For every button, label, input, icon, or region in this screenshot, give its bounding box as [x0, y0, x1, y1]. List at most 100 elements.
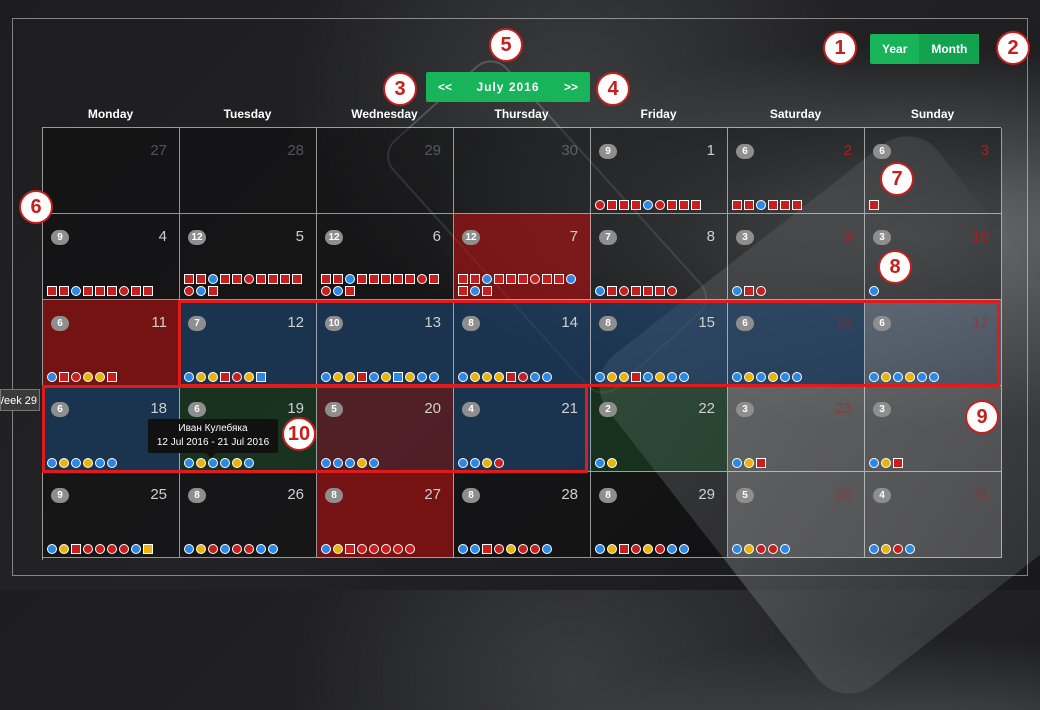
- event-dot[interactable]: [607, 544, 617, 554]
- event-square[interactable]: [357, 274, 367, 284]
- event-dot[interactable]: [357, 458, 367, 468]
- event-square[interactable]: [655, 286, 665, 296]
- event-dot[interactable]: [458, 458, 468, 468]
- event-dot[interactable]: [119, 544, 129, 554]
- event-dot[interactable]: [893, 372, 903, 382]
- event-dot[interactable]: [268, 544, 278, 554]
- day-cell[interactable]: 21 4: [454, 386, 591, 472]
- day-cell[interactable]: 22 2: [591, 386, 728, 472]
- event-square[interactable]: [893, 458, 903, 468]
- event-square[interactable]: [107, 286, 117, 296]
- event-dot[interactable]: [607, 458, 617, 468]
- event-dot[interactable]: [494, 544, 504, 554]
- event-dot[interactable]: [530, 544, 540, 554]
- day-cell[interactable]: 14 8: [454, 300, 591, 386]
- event-dot[interactable]: [595, 544, 605, 554]
- event-square[interactable]: [381, 274, 391, 284]
- event-dot[interactable]: [732, 286, 742, 296]
- event-dot[interactable]: [345, 372, 355, 382]
- current-month-title[interactable]: July 2016: [476, 80, 540, 94]
- day-cell[interactable]: 23 3: [728, 386, 865, 472]
- event-dot[interactable]: [792, 372, 802, 382]
- event-dot[interactable]: [595, 286, 605, 296]
- event-square[interactable]: [744, 286, 754, 296]
- event-dot[interactable]: [95, 544, 105, 554]
- event-dot[interactable]: [83, 372, 93, 382]
- event-dot[interactable]: [530, 372, 540, 382]
- event-dot[interactable]: [482, 372, 492, 382]
- event-dot[interactable]: [595, 200, 605, 210]
- event-square[interactable]: [268, 274, 278, 284]
- event-square[interactable]: [95, 286, 105, 296]
- event-dot[interactable]: [429, 372, 439, 382]
- event-dot[interactable]: [184, 544, 194, 554]
- event-dot[interactable]: [482, 274, 492, 284]
- year-view-button[interactable]: Year: [882, 42, 908, 56]
- event-dot[interactable]: [494, 372, 504, 382]
- event-square[interactable]: [107, 372, 117, 382]
- event-dot[interactable]: [494, 458, 504, 468]
- event-square[interactable]: [768, 200, 778, 210]
- event-square[interactable]: [333, 274, 343, 284]
- event-dot[interactable]: [232, 458, 242, 468]
- event-dot[interactable]: [470, 544, 480, 554]
- event-dot[interactable]: [869, 544, 879, 554]
- event-square[interactable]: [131, 286, 141, 296]
- event-square[interactable]: [631, 200, 641, 210]
- event-dot[interactable]: [917, 372, 927, 382]
- event-square[interactable]: [321, 274, 331, 284]
- event-dot[interactable]: [321, 544, 331, 554]
- event-dot[interactable]: [357, 544, 367, 554]
- event-dot[interactable]: [667, 544, 677, 554]
- event-square[interactable]: [691, 200, 701, 210]
- event-square[interactable]: [619, 544, 629, 554]
- day-cell[interactable]: 15 8: [591, 300, 728, 386]
- event-square[interactable]: [256, 372, 266, 382]
- event-square[interactable]: [667, 200, 677, 210]
- event-dot[interactable]: [417, 274, 427, 284]
- event-dot[interactable]: [768, 544, 778, 554]
- event-dot[interactable]: [184, 286, 194, 296]
- event-dot[interactable]: [780, 372, 790, 382]
- event-dot[interactable]: [679, 544, 689, 554]
- event-square[interactable]: [792, 200, 802, 210]
- event-dot[interactable]: [655, 372, 665, 382]
- event-dot[interactable]: [119, 286, 129, 296]
- event-dot[interactable]: [71, 458, 81, 468]
- day-cell[interactable]: 31 4: [865, 472, 1002, 558]
- event-square[interactable]: [756, 458, 766, 468]
- event-square[interactable]: [619, 200, 629, 210]
- event-dot[interactable]: [667, 372, 677, 382]
- event-dot[interactable]: [405, 372, 415, 382]
- event-dot[interactable]: [381, 372, 391, 382]
- event-dot[interactable]: [869, 458, 879, 468]
- event-dot[interactable]: [619, 372, 629, 382]
- event-dot[interactable]: [667, 286, 677, 296]
- event-dot[interactable]: [208, 458, 218, 468]
- event-dot[interactable]: [881, 372, 891, 382]
- event-square[interactable]: [280, 274, 290, 284]
- event-square[interactable]: [643, 286, 653, 296]
- event-dot[interactable]: [345, 274, 355, 284]
- day-cell[interactable]: 28 8: [454, 472, 591, 558]
- next-month-button[interactable]: >>: [563, 80, 578, 94]
- event-dot[interactable]: [196, 372, 206, 382]
- event-dot[interactable]: [107, 544, 117, 554]
- event-dot[interactable]: [244, 544, 254, 554]
- event-square[interactable]: [71, 544, 81, 554]
- event-dot[interactable]: [244, 372, 254, 382]
- event-square[interactable]: [780, 200, 790, 210]
- day-cell[interactable]: 7 12: [454, 214, 591, 300]
- day-cell[interactable]: 20 5: [317, 386, 454, 472]
- event-dot[interactable]: [607, 372, 617, 382]
- day-cell[interactable]: 27: [43, 128, 180, 214]
- event-dot[interactable]: [47, 458, 57, 468]
- event-square[interactable]: [143, 286, 153, 296]
- prev-month-button[interactable]: <<: [438, 80, 453, 94]
- event-square[interactable]: [869, 200, 879, 210]
- event-square[interactable]: [59, 286, 69, 296]
- event-square[interactable]: [47, 286, 57, 296]
